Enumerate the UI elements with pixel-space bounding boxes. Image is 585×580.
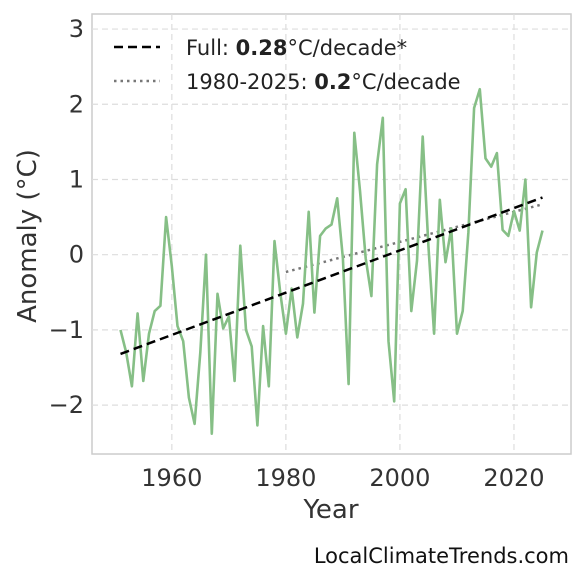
y-axis-label: Anomaly (°C) bbox=[13, 149, 43, 323]
legend-recent-prefix: 1980-2025: bbox=[186, 70, 314, 94]
legend-full-label: Full: 0.28°C/decade* bbox=[186, 36, 407, 60]
legend: Full: 0.28°C/decade* 1980-2025: 0.2°C/de… bbox=[114, 36, 461, 94]
y-tick-labels: −2 −1 0 1 2 3 bbox=[49, 15, 84, 419]
data-series bbox=[119, 87, 544, 436]
trend-lines bbox=[285, 203, 543, 274]
y-tick-label: 1 bbox=[69, 165, 84, 193]
legend-full-value: 0.28 bbox=[236, 36, 288, 60]
x-tick-label: 2020 bbox=[483, 464, 544, 492]
legend-recent-label: 1980-2025: 0.2°C/decade bbox=[186, 70, 461, 94]
y-tick-label: 2 bbox=[69, 90, 84, 118]
y-tick-label: 3 bbox=[69, 15, 84, 43]
legend-full-prefix: Full: bbox=[186, 36, 236, 60]
y-tick-label: −1 bbox=[49, 316, 84, 344]
x-tick-label: 1960 bbox=[141, 464, 202, 492]
x-axis-label: Year bbox=[302, 495, 358, 525]
legend-recent-value: 0.2 bbox=[314, 70, 351, 94]
legend-full-suffix: °C/decade* bbox=[288, 36, 408, 60]
source-credit: LocalClimateTrends.com bbox=[313, 544, 569, 568]
x-tick-label: 1980 bbox=[255, 464, 316, 492]
legend-recent-suffix: °C/decade bbox=[351, 70, 460, 94]
trend-line-full bbox=[120, 196, 543, 356]
y-tick-label: 0 bbox=[69, 241, 84, 269]
x-tick-labels: 1960 1980 2000 2020 bbox=[141, 464, 544, 492]
y-tick-label: −2 bbox=[49, 391, 84, 419]
anomaly-series-line bbox=[119, 87, 544, 436]
trend-line-recent bbox=[285, 203, 543, 274]
x-tick-label: 2000 bbox=[369, 464, 430, 492]
